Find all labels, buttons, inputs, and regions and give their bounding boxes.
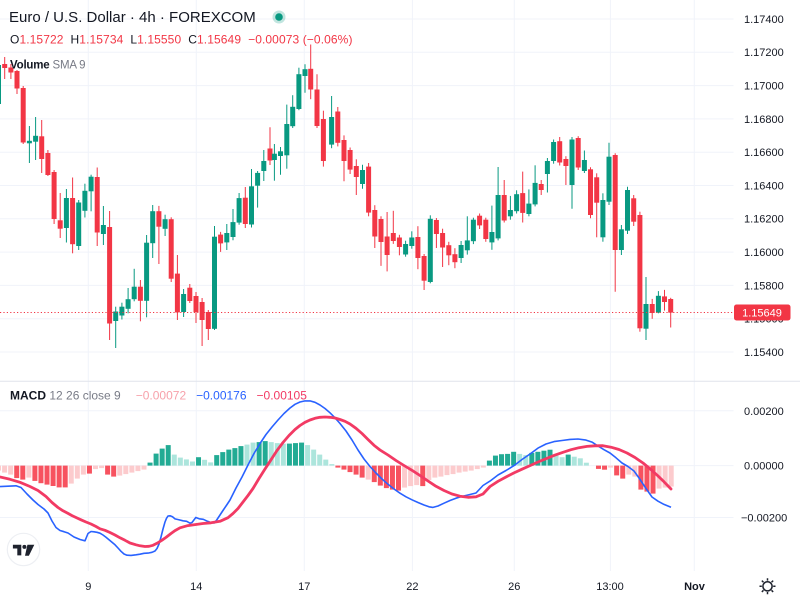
svg-text:1.15400: 1.15400 [744,347,784,359]
svg-text:22: 22 [406,581,418,593]
svg-text:1.17400: 1.17400 [744,14,784,26]
svg-text:1.17200: 1.17200 [744,47,784,59]
svg-text:Nov: Nov [684,581,706,593]
svg-text:Euro / U.S. Dollar · 4h · FORE: Euro / U.S. Dollar · 4h · FOREXCOM [9,9,256,26]
svg-text:17: 17 [298,581,310,593]
svg-text:1.17000: 1.17000 [744,81,784,93]
svg-text:1.16200: 1.16200 [744,214,784,226]
svg-text:1.16000: 1.16000 [744,247,784,259]
svg-text:MACD 12 26 close 9−0.00072−0.0: MACD 12 26 close 9 −0.00072 −0.00176 −0.001… [10,389,307,403]
svg-text:0.00000: 0.00000 [744,461,784,473]
svg-text:Volume SMA 9: Volume SMA 9 [10,60,85,72]
svg-text:9: 9 [85,581,91,593]
svg-text:1.16400: 1.16400 [744,180,784,192]
svg-text:1.16800: 1.16800 [744,114,784,126]
svg-text:1.15649: 1.15649 [742,308,782,320]
svg-text:1.16600: 1.16600 [744,147,784,159]
svg-text:26: 26 [508,581,520,593]
svg-text:13:00: 13:00 [596,581,624,593]
svg-text:14: 14 [190,581,202,593]
svg-text:−0.00200: −0.00200 [741,512,787,524]
svg-text:0.00200: 0.00200 [744,406,784,418]
svg-text:1.15800: 1.15800 [744,280,784,292]
